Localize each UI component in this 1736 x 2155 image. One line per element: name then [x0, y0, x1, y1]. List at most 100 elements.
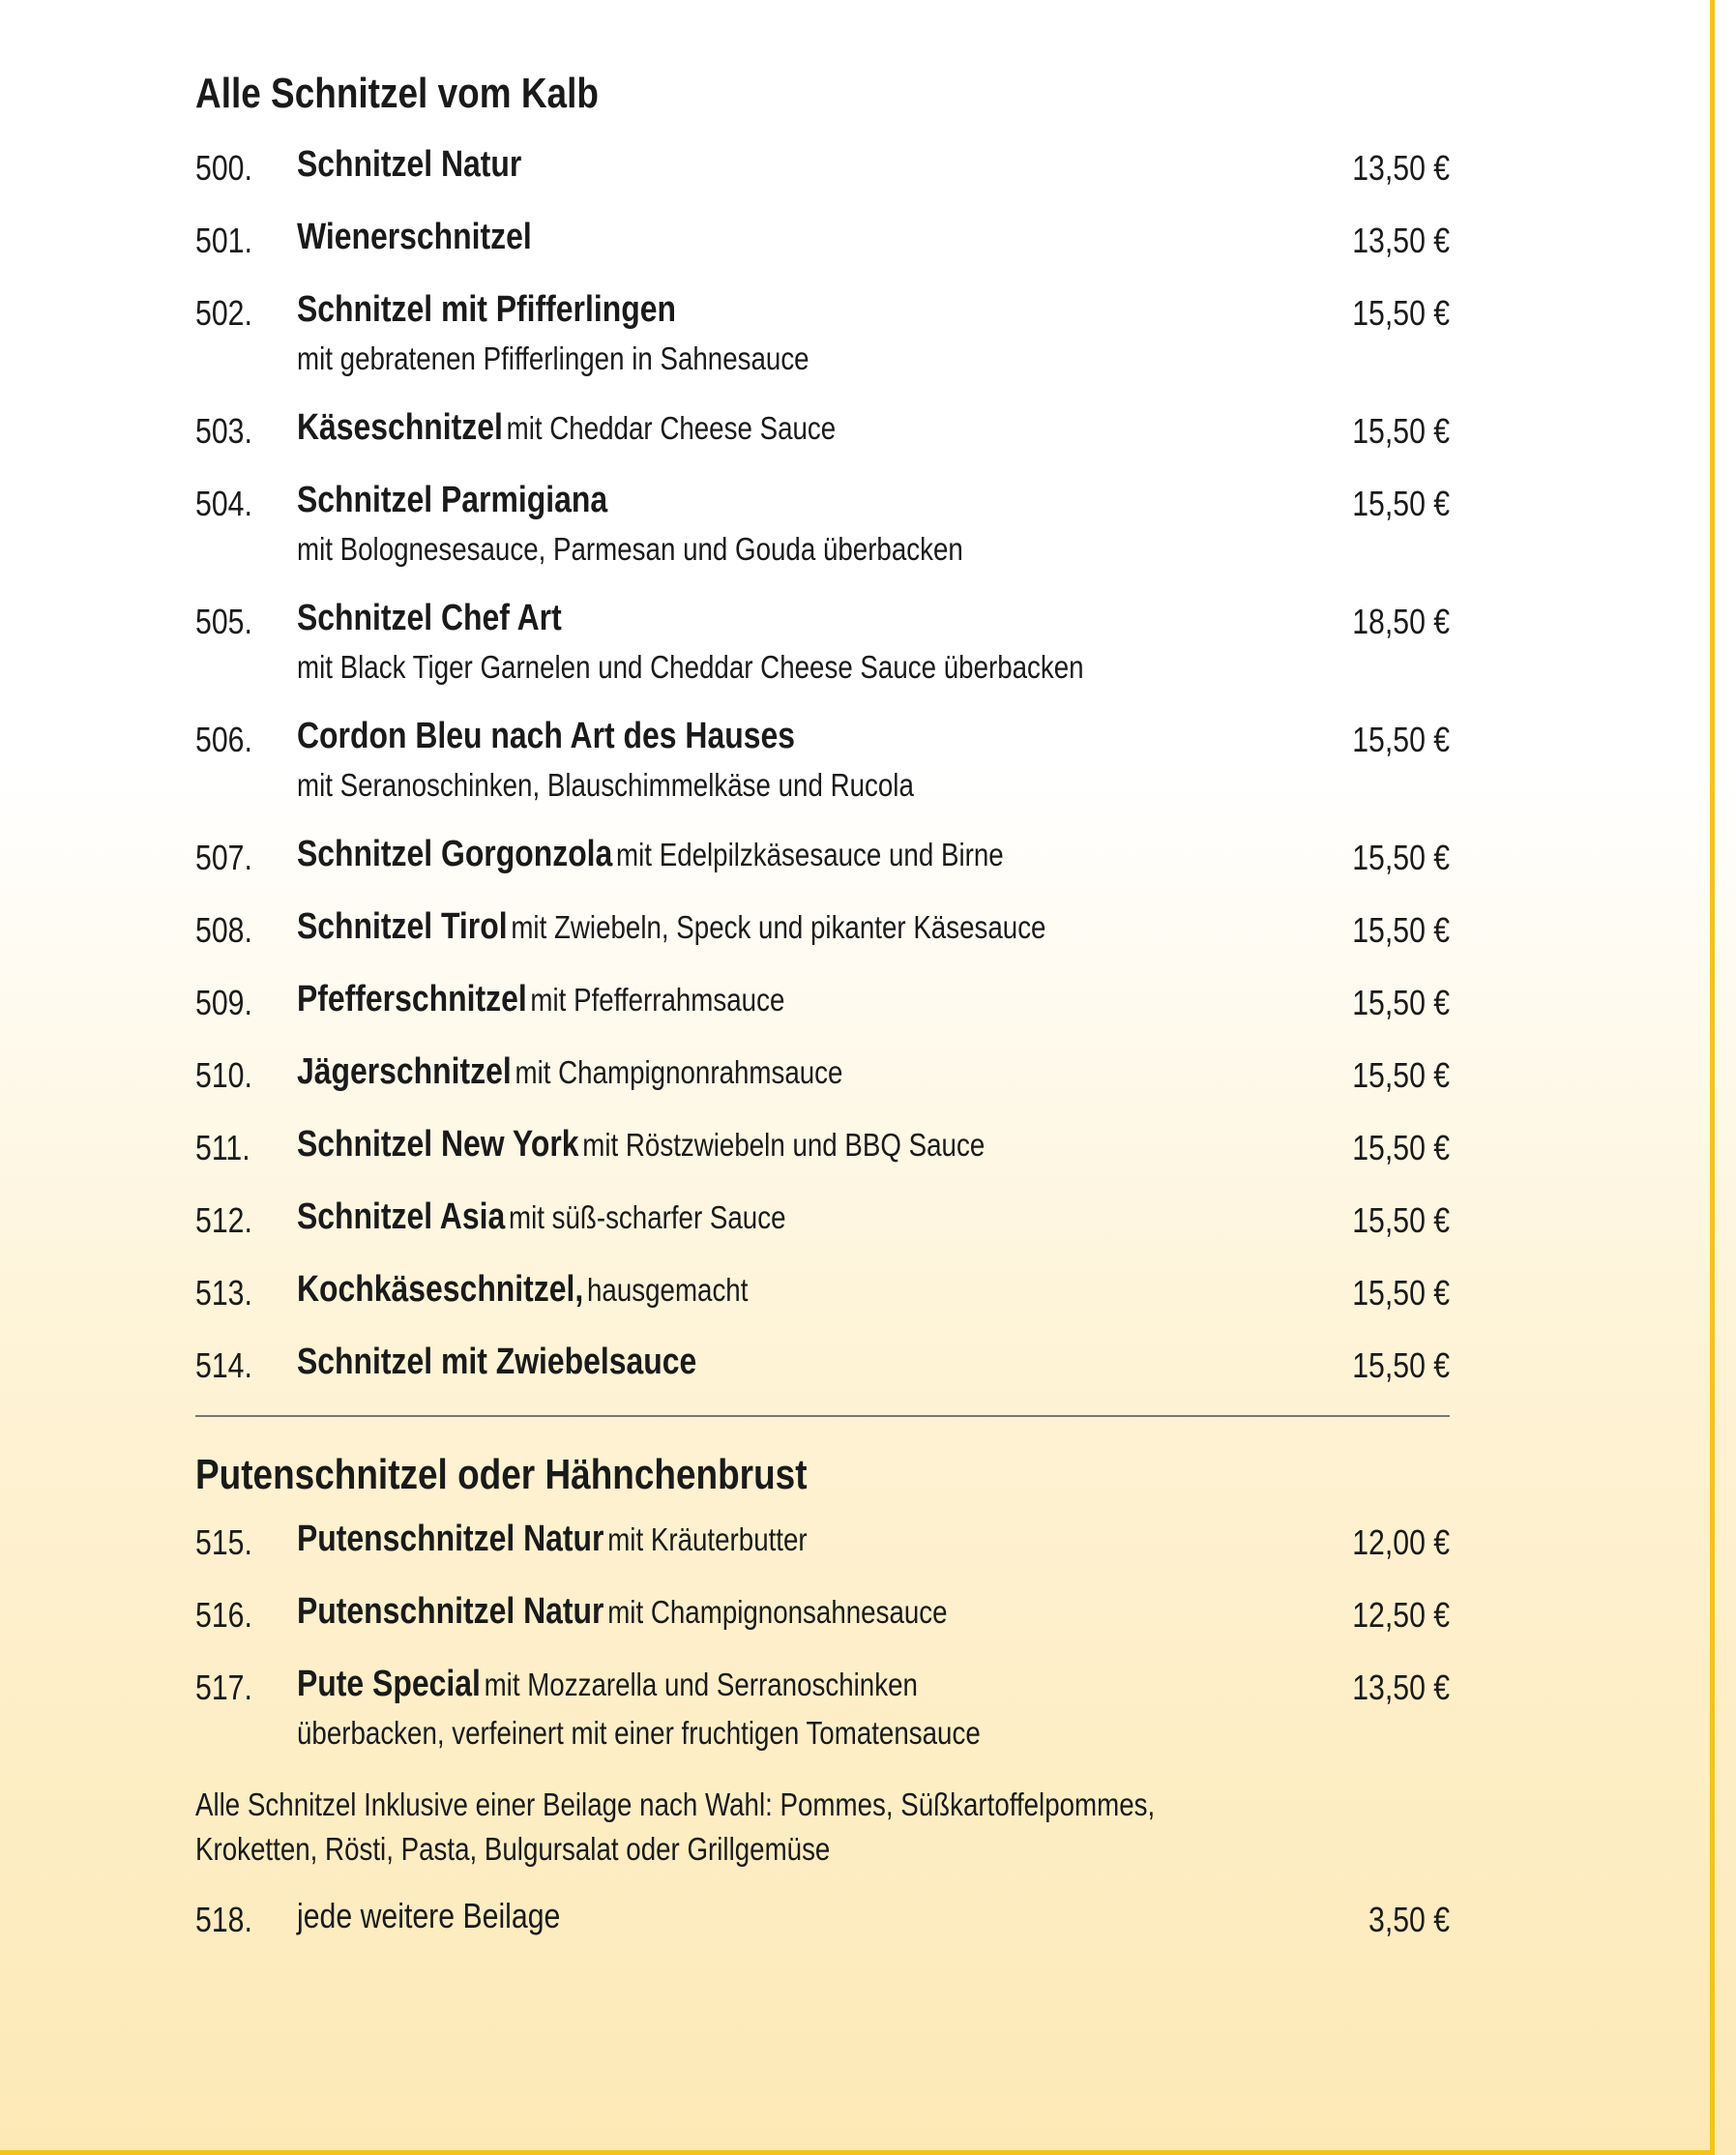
item-price: 15,50 € — [1352, 983, 1450, 1022]
item-description: mit süß-scharfer Sauce — [508, 1198, 786, 1235]
item-name: Schnitzel Parmigiana — [297, 479, 608, 520]
item-price: 13,50 € — [1352, 1668, 1450, 1707]
menu-item: 505. Schnitzel Chef Art 18,50 € mit Black… — [195, 597, 1450, 690]
item-number: 507. — [195, 838, 252, 877]
item-number: 514. — [195, 1345, 252, 1385]
item-price: 13,50 € — [1352, 148, 1450, 188]
item-price: 13,50 € — [1352, 221, 1450, 260]
menu-item-extra: 518. jede weitere Beilage 3,50 € — [195, 1896, 1450, 1942]
item-number: 516. — [195, 1595, 252, 1635]
item-description: mit Mozzarella und Serranoschinken — [484, 1666, 918, 1702]
item-price: 15,50 € — [1352, 293, 1450, 333]
menu-item: 503. Käseschnitzel mit Cheddar Cheese Sa… — [195, 406, 1450, 454]
menu-item: 502. Schnitzel mit Pfifferlingen 15,50 €… — [195, 288, 1450, 381]
item-description: mit Champignonsahnesauce — [607, 1593, 948, 1630]
item-name: Schnitzel New York — [297, 1123, 579, 1165]
menu-item: 515. Putenschnitzel Natur mit Kräuterbut… — [195, 1518, 1450, 1565]
section-kalb-items: 500. Schnitzel Natur 13,50 € 501. Wiener… — [195, 143, 1450, 1388]
item-number: 518. — [195, 1900, 252, 1939]
menu-page: Alle Schnitzel vom Kalb 500. Schnitzel N… — [195, 65, 1450, 1969]
item-price: 15,50 € — [1352, 1200, 1450, 1240]
item-name: jede weitere Beilage — [297, 1896, 561, 1935]
note-line: Kroketten, Rösti, Pasta, Bulgursalat ode… — [195, 1831, 831, 1867]
menu-item: 511. Schnitzel New York mit Röstzwiebeln… — [195, 1123, 1450, 1170]
item-description: mit Röstzwiebeln und BBQ Sauce — [582, 1126, 986, 1163]
note-line: Alle Schnitzel Inklusive einer Beilage n… — [195, 1786, 1156, 1822]
item-description: mit Edelpilzkäsesauce und Birne — [616, 836, 1004, 872]
item-number: 505. — [195, 602, 252, 641]
item-number: 512. — [195, 1200, 252, 1240]
item-name: Putenschnitzel Natur — [297, 1518, 604, 1559]
item-name: Schnitzel Chef Art — [297, 597, 562, 638]
menu-item: 508. Schnitzel Tirol mit Zwiebeln, Speck… — [195, 905, 1450, 953]
section-pute-items: 515. Putenschnitzel Natur mit Kräuterbut… — [195, 1518, 1450, 1756]
item-price: 15,50 € — [1352, 484, 1450, 523]
menu-item: 513. Kochkäseschnitzel, hausgemacht 15,5… — [195, 1268, 1450, 1315]
item-number: 508. — [195, 910, 252, 950]
item-number: 513. — [195, 1273, 252, 1313]
item-price: 3,50 € — [1368, 1900, 1450, 1939]
item-number: 510. — [195, 1055, 252, 1095]
item-subdescription: mit gebratenen Pfifferlingen in Sahnesau… — [297, 340, 809, 376]
item-price: 18,50 € — [1352, 602, 1450, 641]
item-number: 506. — [195, 720, 252, 759]
item-number: 509. — [195, 983, 252, 1022]
menu-item: 509. Pfefferschnitzel mit Pfefferrahmsau… — [195, 978, 1450, 1025]
item-name: Schnitzel mit Pfifferlingen — [297, 288, 676, 330]
item-price: 12,00 € — [1352, 1522, 1450, 1562]
menu-item: 501. Wienerschnitzel 13,50 € — [195, 216, 1450, 263]
section-title-pute: Putenschnitzel oder Hähnchenbrust — [195, 1451, 808, 1498]
page-border-bottom — [0, 2150, 1715, 2155]
item-number: 504. — [195, 484, 252, 523]
page-border-right — [1710, 0, 1715, 2155]
section-title-kalb: Alle Schnitzel vom Kalb — [195, 70, 599, 117]
item-name: Pute Special — [297, 1663, 481, 1704]
item-number: 501. — [195, 221, 252, 260]
item-name: Cordon Bleu nach Art des Hauses — [297, 715, 795, 756]
item-number: 503. — [195, 411, 252, 451]
menu-item: 506. Cordon Bleu nach Art des Hauses 15,… — [195, 715, 1450, 808]
item-number: 500. — [195, 148, 252, 188]
item-name: Schnitzel Tirol — [297, 905, 508, 947]
item-name: Schnitzel Natur — [297, 143, 522, 185]
menu-item: 512. Schnitzel Asia mit süß-scharfer Sau… — [195, 1196, 1450, 1243]
menu-item: 517. Pute Special mit Mozzarella und Ser… — [195, 1663, 1450, 1756]
side-dish-note: Alle Schnitzel Inklusive einer Beilage n… — [195, 1783, 1450, 1872]
item-price: 15,50 € — [1352, 720, 1450, 759]
item-name: Schnitzel mit Zwiebelsauce — [297, 1341, 697, 1382]
item-price: 15,50 € — [1352, 1128, 1450, 1167]
menu-item: 516. Putenschnitzel Natur mit Champignon… — [195, 1591, 1450, 1638]
item-description: hausgemacht — [586, 1271, 749, 1308]
menu-item: 514. Schnitzel mit Zwiebelsauce 15,50 € — [195, 1341, 1450, 1388]
item-number: 502. — [195, 293, 252, 333]
item-description: mit Pfefferrahmsauce — [530, 981, 785, 1018]
item-name: Pfefferschnitzel — [297, 978, 527, 1019]
item-price: 15,50 € — [1352, 411, 1450, 451]
item-subdescription: mit Black Tiger Garnelen und Cheddar Che… — [297, 649, 1084, 685]
item-price: 15,50 € — [1352, 1345, 1450, 1385]
item-number: 517. — [195, 1668, 252, 1707]
item-name: Schnitzel Gorgonzola — [297, 833, 613, 874]
item-number: 515. — [195, 1522, 252, 1562]
item-subdescription: mit Bolognesesauce, Parmesan und Gouda ü… — [297, 531, 963, 567]
item-description: mit Champignonrahmsauce — [515, 1053, 843, 1090]
item-price: 15,50 € — [1352, 1055, 1450, 1095]
item-subdescription: mit Seranoschinken, Blauschimmelkäse und… — [297, 767, 914, 803]
item-name: Kochkäseschnitzel, — [297, 1268, 584, 1310]
item-price: 12,50 € — [1352, 1595, 1450, 1635]
item-price: 15,50 € — [1352, 838, 1450, 877]
item-name: Käseschnitzel — [297, 406, 503, 448]
item-description: mit Cheddar Cheese Sauce — [506, 409, 837, 446]
menu-item: 507. Schnitzel Gorgonzola mit Edelpilzkä… — [195, 833, 1450, 880]
menu-item: 504. Schnitzel Parmigiana 15,50 € mit Bol… — [195, 479, 1450, 572]
item-description: mit Zwiebeln, Speck und pikanter Käsesau… — [511, 908, 1046, 945]
item-price: 15,50 € — [1352, 910, 1450, 950]
item-subdescription: überbacken, verfeinert mit einer fruchti… — [297, 1715, 981, 1751]
menu-item: 510. Jägerschnitzel mit Champignonrahmsa… — [195, 1050, 1450, 1098]
item-name: Jägerschnitzel — [297, 1050, 512, 1092]
item-name: Wienerschnitzel — [297, 216, 532, 257]
item-number: 511. — [195, 1128, 250, 1167]
item-price: 15,50 € — [1352, 1273, 1450, 1313]
section-divider — [195, 1415, 1450, 1417]
menu-item: 500. Schnitzel Natur 13,50 € — [195, 143, 1450, 191]
